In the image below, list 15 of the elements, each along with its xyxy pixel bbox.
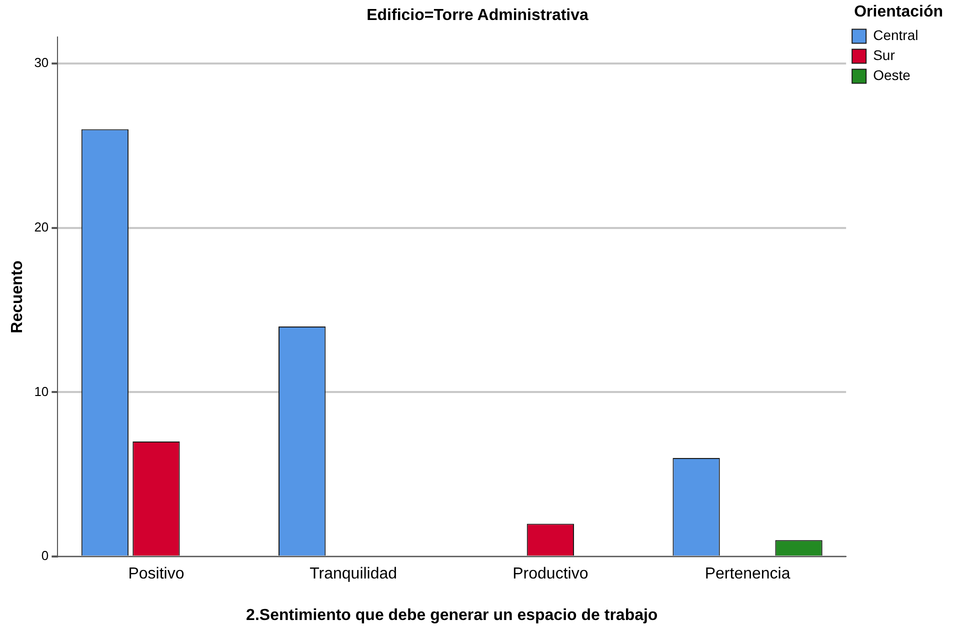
y-tick-label: 0: [41, 548, 49, 564]
y-tick-label: 20: [34, 219, 49, 234]
legend-label: Sur: [873, 47, 896, 64]
legend-label: Central: [873, 27, 918, 44]
y-tick-label: 10: [34, 384, 49, 399]
x-tick-label: Positivo: [128, 566, 184, 583]
chart-title: Edificio=Torre Administrativa: [366, 7, 589, 24]
y-axis-title: Recuento: [9, 260, 26, 334]
x-axis-title: 2.Sentimiento que debe generar un espacio de trabajo: [246, 606, 658, 624]
legend-title: Orientación: [854, 3, 943, 20]
x-tick-label: Tranquilidad: [310, 566, 398, 583]
x-tick-label: Pertenencia: [704, 566, 790, 583]
y-tick-label: 30: [34, 55, 49, 70]
x-tick-label: Productivo: [512, 566, 588, 583]
legend-label: Oeste: [873, 67, 911, 84]
